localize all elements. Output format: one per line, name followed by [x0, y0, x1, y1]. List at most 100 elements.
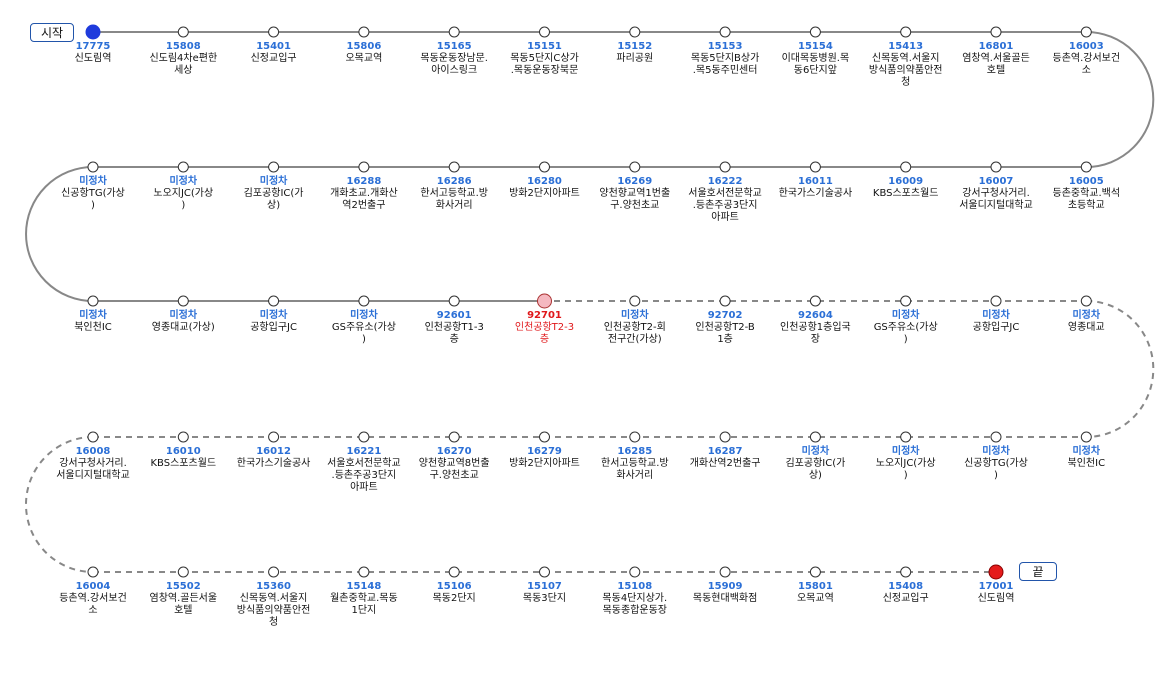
stop-label[interactable]: 16269 양천향교역1번출 구.양천초교 [592, 176, 678, 212]
stop-label[interactable]: 15408 신정교입구 [863, 581, 949, 605]
stop-label[interactable]: 17001 신도림역 [953, 581, 1039, 605]
stop-label[interactable]: 미정차 김포공항IC(가 상) [772, 446, 858, 482]
stop-marker[interactable] [268, 566, 280, 578]
current-stop-marker[interactable] [537, 293, 552, 309]
stop-label[interactable]: 15808 신도림4차e편한 세상 [140, 41, 226, 77]
stop-marker[interactable] [1080, 161, 1092, 173]
stop-marker[interactable] [719, 566, 731, 578]
stop-marker[interactable] [629, 431, 641, 443]
stop-marker[interactable] [358, 431, 370, 443]
stop-marker[interactable] [990, 295, 1002, 307]
stop-label[interactable]: 미정차 GS주유소(가상) [863, 310, 949, 346]
stop-label[interactable]: 16285 한서고등학교.방 화사거리 [592, 446, 678, 482]
stop-marker[interactable] [177, 26, 189, 38]
stop-label[interactable]: 16288 개화초교.개화산 역2번출구 [321, 176, 407, 212]
stop-label[interactable]: 미정차 공항입구JC [231, 310, 317, 334]
stop-marker[interactable] [268, 295, 280, 307]
stop-marker[interactable] [900, 295, 912, 307]
stop-marker[interactable] [268, 26, 280, 38]
stop-marker[interactable] [629, 295, 641, 307]
stop-label[interactable]: 15401 신정교입구 [231, 41, 317, 65]
stop-label[interactable]: 미정차 영종대교 [1043, 310, 1129, 334]
stop-label[interactable]: 미정차 인천공항T2-회 전구간(가상) [592, 310, 678, 346]
stop-label[interactable]: 미정차 신공항TG(가상) [50, 176, 136, 212]
stop-label[interactable]: 16011 한국가스기술공사 [772, 176, 858, 200]
stop-label[interactable]: 92601 인천공항T1-3 층 [411, 310, 497, 346]
stop-marker[interactable] [629, 566, 641, 578]
stop-label[interactable]: 16801 염창역.서울골든 호텔 [953, 41, 1039, 77]
stop-label[interactable]: 16222 서울호서전문학교 .등촌주공3단지 아파트 [682, 176, 768, 224]
stop-label[interactable]: 15801 오목교역 [772, 581, 858, 605]
stop-marker[interactable] [1080, 26, 1092, 38]
stop-label[interactable]: 15165 목동운동장남문. 아이스링크 [411, 41, 497, 77]
stop-label[interactable]: 15152 파리공원 [592, 41, 678, 65]
stop-marker[interactable] [990, 431, 1002, 443]
stop-marker[interactable] [900, 431, 912, 443]
stop-label[interactable]: 16280 방화2단지아파트 [502, 176, 588, 200]
stop-label[interactable]: 15107 목동3단지 [502, 581, 588, 605]
stop-marker[interactable] [900, 26, 912, 38]
stop-label[interactable]: 92702 인천공항T2-B 1층 [682, 310, 768, 346]
stop-marker[interactable] [448, 161, 460, 173]
stop-label[interactable]: 16003 등촌역.강서보건 소 [1043, 41, 1129, 77]
stop-marker[interactable] [809, 295, 821, 307]
stop-label[interactable]: 미정차 노오지JC(가상) [863, 446, 949, 482]
stop-label[interactable]: 16009 KBS스포츠월드 [863, 176, 949, 200]
stop-marker[interactable] [809, 161, 821, 173]
stop-label[interactable]: 16287 개화산역2번출구 [682, 446, 768, 470]
stop-marker[interactable] [87, 431, 99, 443]
stop-label[interactable]: 16012 한국가스기술공사 [231, 446, 317, 470]
stop-marker[interactable] [358, 161, 370, 173]
stop-label[interactable]: 92701 인천공항T2-3 층 [502, 310, 588, 346]
stop-marker[interactable] [358, 295, 370, 307]
stop-label[interactable]: 16221 서울호서전문학교 .등촌주공3단지 아파트 [321, 446, 407, 494]
stop-marker[interactable] [448, 566, 460, 578]
stop-label[interactable]: 미정차 GS주유소(가상) [321, 310, 407, 346]
stop-marker[interactable] [539, 161, 550, 173]
stop-marker[interactable] [87, 566, 99, 578]
stop-marker[interactable] [177, 566, 189, 578]
stop-marker[interactable] [268, 161, 280, 173]
stop-label[interactable]: 미정차 김포공항IC(가 상) [231, 176, 317, 212]
stop-marker[interactable] [990, 161, 1002, 173]
stop-marker[interactable] [177, 161, 189, 173]
stop-label[interactable]: 15151 목동5단지C상가 .목동운동장북문 [502, 41, 588, 77]
stop-marker[interactable] [1080, 431, 1092, 443]
stop-marker[interactable] [900, 161, 912, 173]
stop-marker[interactable] [358, 566, 370, 578]
stop-label[interactable]: 15108 목동4단지상가. 목동종합운동장 [592, 581, 678, 617]
stop-marker[interactable] [448, 431, 460, 443]
stop-label[interactable]: 17775 신도림역 [50, 41, 136, 65]
stop-label[interactable]: 15360 신목동역.서울지 방식품의약품안전 청 [231, 581, 317, 629]
stop-marker[interactable] [719, 161, 731, 173]
stop-marker[interactable] [448, 295, 460, 307]
stop-marker[interactable] [900, 566, 912, 578]
stop-label[interactable]: 미정차 공항입구JC [953, 310, 1039, 334]
end-stop-marker[interactable] [988, 564, 1004, 580]
stop-label[interactable]: 15909 목동현대백화점 [682, 581, 768, 605]
stop-label[interactable]: 15413 신목동역.서울지 방식품의약품안전 청 [863, 41, 949, 89]
stop-label[interactable]: 16007 강서구청사거리. 서울디지털대학교 [953, 176, 1039, 212]
stop-label[interactable]: 16004 등촌역.강서보건 소 [50, 581, 136, 617]
stop-marker[interactable] [177, 295, 189, 307]
stop-marker[interactable] [87, 295, 99, 307]
stop-marker[interactable] [809, 26, 821, 38]
stop-label[interactable]: 미정차 신공항TG(가상) [953, 446, 1039, 482]
stop-label[interactable]: 미정차 노오지JC(가상) [140, 176, 226, 212]
stop-label[interactable]: 16279 방화2단지아파트 [502, 446, 588, 470]
stop-marker[interactable] [539, 26, 550, 38]
stop-marker[interactable] [177, 431, 189, 443]
stop-marker[interactable] [719, 26, 731, 38]
stop-marker[interactable] [539, 431, 550, 443]
stop-label[interactable]: 16008 강서구청사거리. 서울디지털대학교 [50, 446, 136, 482]
stop-marker[interactable] [629, 26, 641, 38]
stop-marker[interactable] [87, 161, 99, 173]
stop-label[interactable]: 15154 이대목동병원.목 동6단지앞 [772, 41, 858, 77]
stop-label[interactable]: 미정차 영종대교(가상) [140, 310, 226, 334]
stop-marker[interactable] [809, 431, 821, 443]
stop-marker[interactable] [1080, 295, 1092, 307]
stop-marker[interactable] [719, 295, 731, 307]
stop-marker[interactable] [990, 26, 1002, 38]
stop-marker[interactable] [629, 161, 641, 173]
stop-label[interactable]: 15502 염창역.골든서울 호텔 [140, 581, 226, 617]
